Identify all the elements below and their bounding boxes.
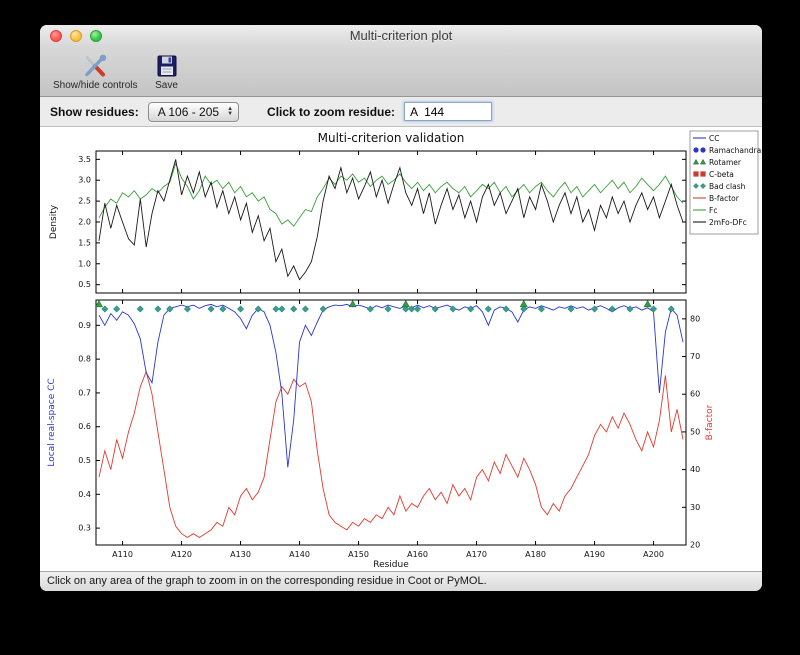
svg-text:0.4: 0.4 — [78, 490, 91, 499]
svg-text:Residue: Residue — [373, 560, 409, 570]
svg-text:1.0: 1.0 — [78, 259, 91, 268]
save-button[interactable]: Save — [149, 51, 185, 93]
svg-text:Fc: Fc — [709, 206, 717, 215]
svg-text:20: 20 — [690, 541, 700, 550]
save-icon — [157, 55, 176, 76]
svg-text:Multi-criterion validation: Multi-criterion validation — [318, 131, 465, 145]
svg-text:60: 60 — [690, 390, 700, 399]
show-hide-controls-button[interactable]: Show/hide controls — [48, 51, 143, 93]
svg-text:A180: A180 — [525, 550, 546, 559]
svg-text:A160: A160 — [407, 550, 428, 559]
svg-text:80: 80 — [690, 314, 700, 323]
residue-range-value: A 106 - 205 — [157, 104, 220, 119]
svg-text:CC: CC — [709, 134, 719, 143]
svg-text:0.8: 0.8 — [78, 355, 91, 364]
svg-text:0.9: 0.9 — [78, 321, 91, 330]
svg-text:A140: A140 — [289, 550, 310, 559]
multi-criterion-plot-window: Multi-criterion plot Show/hide controls … — [40, 25, 762, 591]
svg-text:Ramachandran: Ramachandran — [709, 146, 762, 155]
zoom-residue-label: Click to zoom residue: — [267, 104, 396, 119]
show-residues-label: Show residues: — [50, 104, 139, 119]
plot-area[interactable]: Multi-criterion validation 0.5 1.0 1.5 2.0 2.… — [40, 127, 762, 571]
svg-text:3.5: 3.5 — [78, 155, 91, 164]
svg-text:A190: A190 — [584, 550, 605, 559]
svg-text:2.0: 2.0 — [78, 218, 91, 227]
svg-text:C-beta: C-beta — [709, 170, 734, 179]
zoom-residue-input[interactable] — [404, 102, 493, 121]
svg-text:2mFo-DFc: 2mFo-DFc — [709, 218, 747, 227]
svg-text:0.6: 0.6 — [78, 422, 91, 431]
svg-text:30: 30 — [690, 503, 700, 512]
svg-text:Local real-space CC: Local real-space CC — [47, 378, 57, 466]
svg-text:1.5: 1.5 — [78, 238, 91, 247]
zoom-button[interactable] — [90, 30, 102, 42]
svg-text:A130: A130 — [230, 550, 251, 559]
svg-text:70: 70 — [690, 352, 700, 361]
svg-text:40: 40 — [690, 465, 700, 474]
save-label: Save — [155, 79, 178, 91]
status-text: Click on any area of the graph to zoom i… — [47, 575, 487, 587]
svg-text:Density: Density — [49, 204, 59, 239]
close-button[interactable] — [50, 30, 62, 42]
svg-text:B-factor: B-factor — [709, 194, 740, 203]
residue-range-select[interactable]: A 106 - 205 ▲ ▼ — [147, 101, 240, 122]
svg-text:A170: A170 — [466, 550, 487, 559]
status-bar: Click on any area of the graph to zoom i… — [40, 571, 762, 591]
svg-text:2.5: 2.5 — [78, 197, 91, 206]
svg-text:50: 50 — [690, 427, 700, 436]
svg-text:Bad clash: Bad clash — [709, 182, 746, 191]
svg-text:0.5: 0.5 — [78, 280, 91, 289]
svg-text:Rotamer: Rotamer — [709, 158, 742, 167]
svg-text:3.0: 3.0 — [78, 176, 91, 185]
svg-text:B-factor: B-factor — [705, 404, 715, 440]
window-title: Multi-criterion plot — [349, 28, 453, 43]
svg-text:A110: A110 — [112, 550, 133, 559]
svg-text:0.7: 0.7 — [78, 388, 91, 397]
svg-text:0.5: 0.5 — [78, 456, 91, 465]
svg-text:A150: A150 — [348, 550, 369, 559]
minimize-button[interactable] — [70, 30, 82, 42]
toolbar: Show/hide controls Save — [40, 47, 762, 97]
window-controls — [50, 30, 102, 42]
stepper-arrows-icon: ▲ ▼ — [227, 105, 234, 117]
titlebar[interactable]: Multi-criterion plot — [40, 25, 762, 47]
svg-text:0.3: 0.3 — [78, 524, 91, 533]
tools-icon — [85, 54, 107, 76]
multi-criterion-chart[interactable]: Multi-criterion validation 0.5 1.0 1.5 2.0 2.… — [40, 127, 762, 571]
svg-text:A120: A120 — [171, 550, 192, 559]
show-hide-controls-label: Show/hide controls — [53, 79, 138, 91]
svg-text:A200: A200 — [643, 550, 664, 559]
controls-bar: Show residues: A 106 - 205 ▲ ▼ Click to z… — [40, 97, 762, 127]
